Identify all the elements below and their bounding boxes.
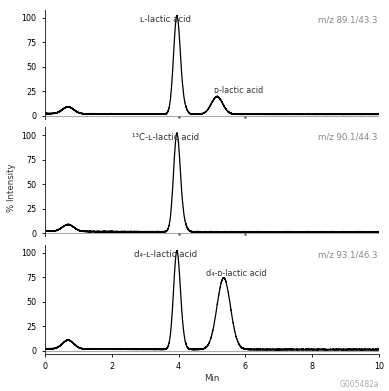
Text: ᴅ-lactic acid: ᴅ-lactic acid [214, 86, 263, 95]
Text: d₄-ᴅ-lactic acid: d₄-ᴅ-lactic acid [206, 269, 266, 278]
Text: d₄-ʟ-lactic acid: d₄-ʟ-lactic acid [133, 250, 197, 259]
Text: ¹³C-ʟ-lactic acid: ¹³C-ʟ-lactic acid [131, 133, 199, 142]
Text: ʟ-lactic acid: ʟ-lactic acid [140, 15, 191, 24]
Text: m/z 93.1/46.3: m/z 93.1/46.3 [318, 250, 378, 259]
Text: % Intensity: % Intensity [7, 163, 16, 212]
Text: m/z 89.1/43.3: m/z 89.1/43.3 [318, 15, 378, 24]
Text: m/z 90.1/44.3: m/z 90.1/44.3 [318, 133, 378, 142]
Text: G005482a: G005482a [340, 380, 379, 389]
X-axis label: Min: Min [204, 374, 220, 383]
